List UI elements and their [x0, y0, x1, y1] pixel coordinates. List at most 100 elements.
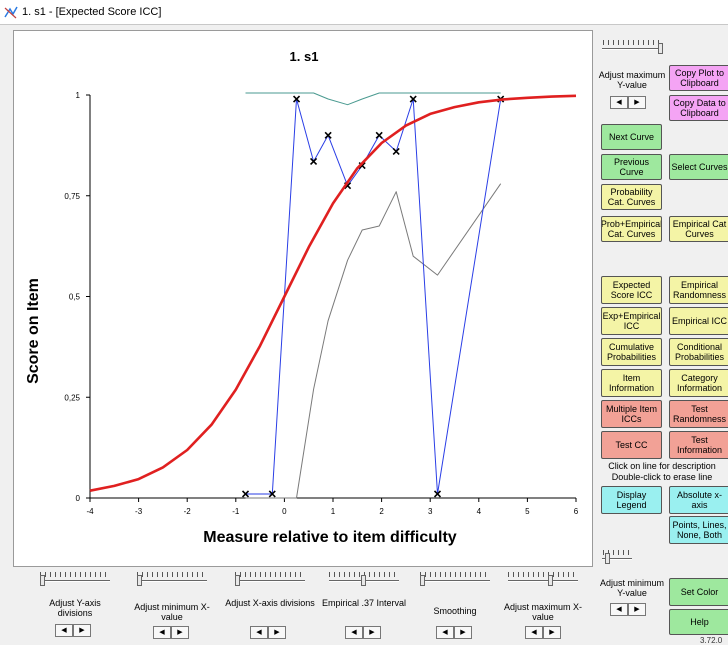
- spin-left[interactable]: ◀: [55, 624, 73, 637]
- plot-area[interactable]: -4 -3 -2 -1 0 1 2 3 4 5 6 0 0,25 0,5 0,75 1 1. s1 Measu…: [13, 30, 593, 567]
- control-label: Adjust minimum X-value: [134, 602, 210, 622]
- min-y-slider[interactable]: [602, 550, 633, 566]
- expected-score-icc-button[interactable]: Expected Score ICC: [601, 276, 662, 304]
- item-information-button[interactable]: Item Information: [601, 369, 662, 397]
- spin-right[interactable]: ▶: [628, 603, 646, 616]
- slider-thumb[interactable]: [548, 575, 553, 586]
- icc-chart[interactable]: -4 -3 -2 -1 0 1 2 3 4 5 6 0 0,25 0,5 0,75 1 1. s1 Measu…: [14, 31, 592, 566]
- data-point[interactable]: [241, 490, 250, 498]
- spin-right[interactable]: ▶: [628, 96, 646, 109]
- absolute-x-axis-button[interactable]: Absolute x-axis: [669, 486, 728, 514]
- x-tick-label: 4: [477, 507, 482, 516]
- data-point[interactable]: [292, 95, 301, 103]
- max-x-spinner[interactable]: ◀ ▶: [525, 626, 561, 639]
- spin-right[interactable]: ▶: [454, 626, 472, 639]
- axes: -4 -3 -2 -1 0 1 2 3 4 5 6 0 0,25 0,5 0,75 1: [64, 91, 578, 516]
- empirical-randomness-button[interactable]: Empirical Randomness: [669, 276, 728, 304]
- smoothing-slider[interactable]: [420, 572, 490, 588]
- control-label: Empirical .37 Interval: [321, 598, 407, 608]
- spin-left[interactable]: ◀: [436, 626, 454, 639]
- max-y-spinner[interactable]: ◀ ▶: [610, 96, 646, 109]
- control-label: Smoothing: [433, 606, 477, 616]
- display-legend-button[interactable]: Display Legend: [601, 486, 662, 514]
- max-y-slider[interactable]: [602, 40, 663, 56]
- empirical-cat-curves-button[interactable]: Empirical Cat Curves: [669, 216, 728, 242]
- data-point[interactable]: [409, 95, 417, 103]
- data-point[interactable]: [309, 157, 318, 166]
- cumulative-probabilities-button[interactable]: Cumulative Probabilities: [601, 338, 662, 366]
- points-lines-button[interactable]: Points, Lines, None, Both: [669, 516, 728, 544]
- series-line-0[interactable]: [89, 94, 577, 492]
- help-button[interactable]: Help: [669, 609, 728, 635]
- slider-thumb[interactable]: [420, 575, 425, 586]
- set-color-button[interactable]: Set Color: [669, 578, 728, 606]
- exp-empirical-icc-button[interactable]: Exp+Empirical ICC: [601, 307, 662, 335]
- version-label: 3.72.0: [700, 636, 723, 645]
- y-tick-label: 0,75: [64, 192, 80, 201]
- series-line-2[interactable]: [245, 183, 502, 499]
- bottom-controls: Adjust Y-axis divisions ◀ ▶ Adjust minim…: [13, 568, 591, 645]
- x-divisions-slider[interactable]: [235, 572, 305, 588]
- category-information-button[interactable]: Category Information: [669, 369, 728, 397]
- control-label: Adjust X-axis divisions: [225, 598, 315, 608]
- select-curves-button[interactable]: Select Curves: [669, 154, 728, 180]
- empirical-icc-button[interactable]: Empirical ICC: [669, 307, 728, 335]
- slider-thumb[interactable]: [361, 575, 366, 586]
- max-x-slider[interactable]: [508, 572, 578, 588]
- spin-left[interactable]: ◀: [345, 626, 363, 639]
- spin-right[interactable]: ▶: [543, 626, 561, 639]
- slider-thumb[interactable]: [235, 575, 240, 586]
- data-point[interactable]: [392, 147, 400, 155]
- empirical-interval-spinner[interactable]: ◀ ▶: [345, 626, 381, 639]
- prob-empirical-cat-curves-button[interactable]: Prob+Empirical Cat. Curves: [601, 216, 662, 242]
- previous-curve-button[interactable]: Previous Curve: [601, 154, 662, 180]
- y-axis-label: Score on Item: [25, 278, 42, 384]
- series-line-1[interactable]: [245, 98, 502, 495]
- min-x-slider[interactable]: [137, 572, 207, 588]
- probability-cat-curves-button[interactable]: Probability Cat. Curves: [601, 184, 662, 210]
- series-group[interactable]: [89, 92, 577, 499]
- slider-thumb[interactable]: [40, 575, 45, 586]
- data-point[interactable]: [324, 131, 332, 139]
- app-icon: [4, 6, 18, 19]
- copy-plot-button[interactable]: Copy Plot to Clipboard: [669, 65, 728, 91]
- smoothing-spinner[interactable]: ◀ ▶: [436, 626, 472, 639]
- copy-data-button[interactable]: Copy Data to Clipboard: [669, 95, 728, 121]
- spin-left[interactable]: ◀: [610, 603, 628, 616]
- data-point[interactable]: [375, 131, 383, 139]
- spin-right[interactable]: ▶: [73, 624, 91, 637]
- title-bar: 1. s1 - [Expected Score ICC]: [0, 0, 728, 25]
- y-tick-label: 0: [76, 494, 81, 503]
- y-divisions-slider[interactable]: [40, 572, 110, 588]
- slider-thumb[interactable]: [658, 43, 663, 54]
- x-tick-label: 2: [379, 507, 384, 516]
- test-randomness-button[interactable]: Test Randomness: [669, 400, 728, 428]
- min-y-spinner[interactable]: ◀ ▶: [610, 603, 646, 616]
- test-cc-button[interactable]: Test CC: [601, 431, 662, 459]
- test-information-button[interactable]: Test Information: [669, 431, 728, 459]
- conditional-probabilities-button[interactable]: Conditional Probabilities: [669, 338, 728, 366]
- x-tick-label: 3: [428, 507, 433, 516]
- x-tick-label: 6: [574, 507, 579, 516]
- hint-click-line: Click on line for description: [608, 461, 716, 471]
- next-curve-button[interactable]: Next Curve: [601, 124, 662, 150]
- series-line-3[interactable]: [245, 92, 501, 106]
- spin-left[interactable]: ◀: [610, 96, 628, 109]
- spin-left[interactable]: ◀: [525, 626, 543, 639]
- min-x-spinner[interactable]: ◀ ▶: [153, 626, 189, 639]
- slider-thumb[interactable]: [137, 575, 142, 586]
- spin-left[interactable]: ◀: [153, 626, 171, 639]
- data-point[interactable]: [433, 490, 442, 498]
- empirical-interval-slider[interactable]: [329, 572, 399, 588]
- y-divisions-spinner[interactable]: ◀ ▶: [55, 624, 91, 637]
- spin-right[interactable]: ▶: [171, 626, 189, 639]
- x-divisions-spinner[interactable]: ◀ ▶: [250, 626, 286, 639]
- spin-right[interactable]: ▶: [268, 626, 286, 639]
- hint-double-click: Double-click to erase line: [611, 472, 713, 482]
- slider-thumb[interactable]: [605, 553, 610, 564]
- control-label: Adjust Y-axis divisions: [49, 598, 101, 618]
- spin-left[interactable]: ◀: [250, 626, 268, 639]
- data-point[interactable]: [268, 490, 276, 498]
- multiple-item-iccs-button[interactable]: Multiple Item ICCs: [601, 400, 662, 428]
- spin-right[interactable]: ▶: [363, 626, 381, 639]
